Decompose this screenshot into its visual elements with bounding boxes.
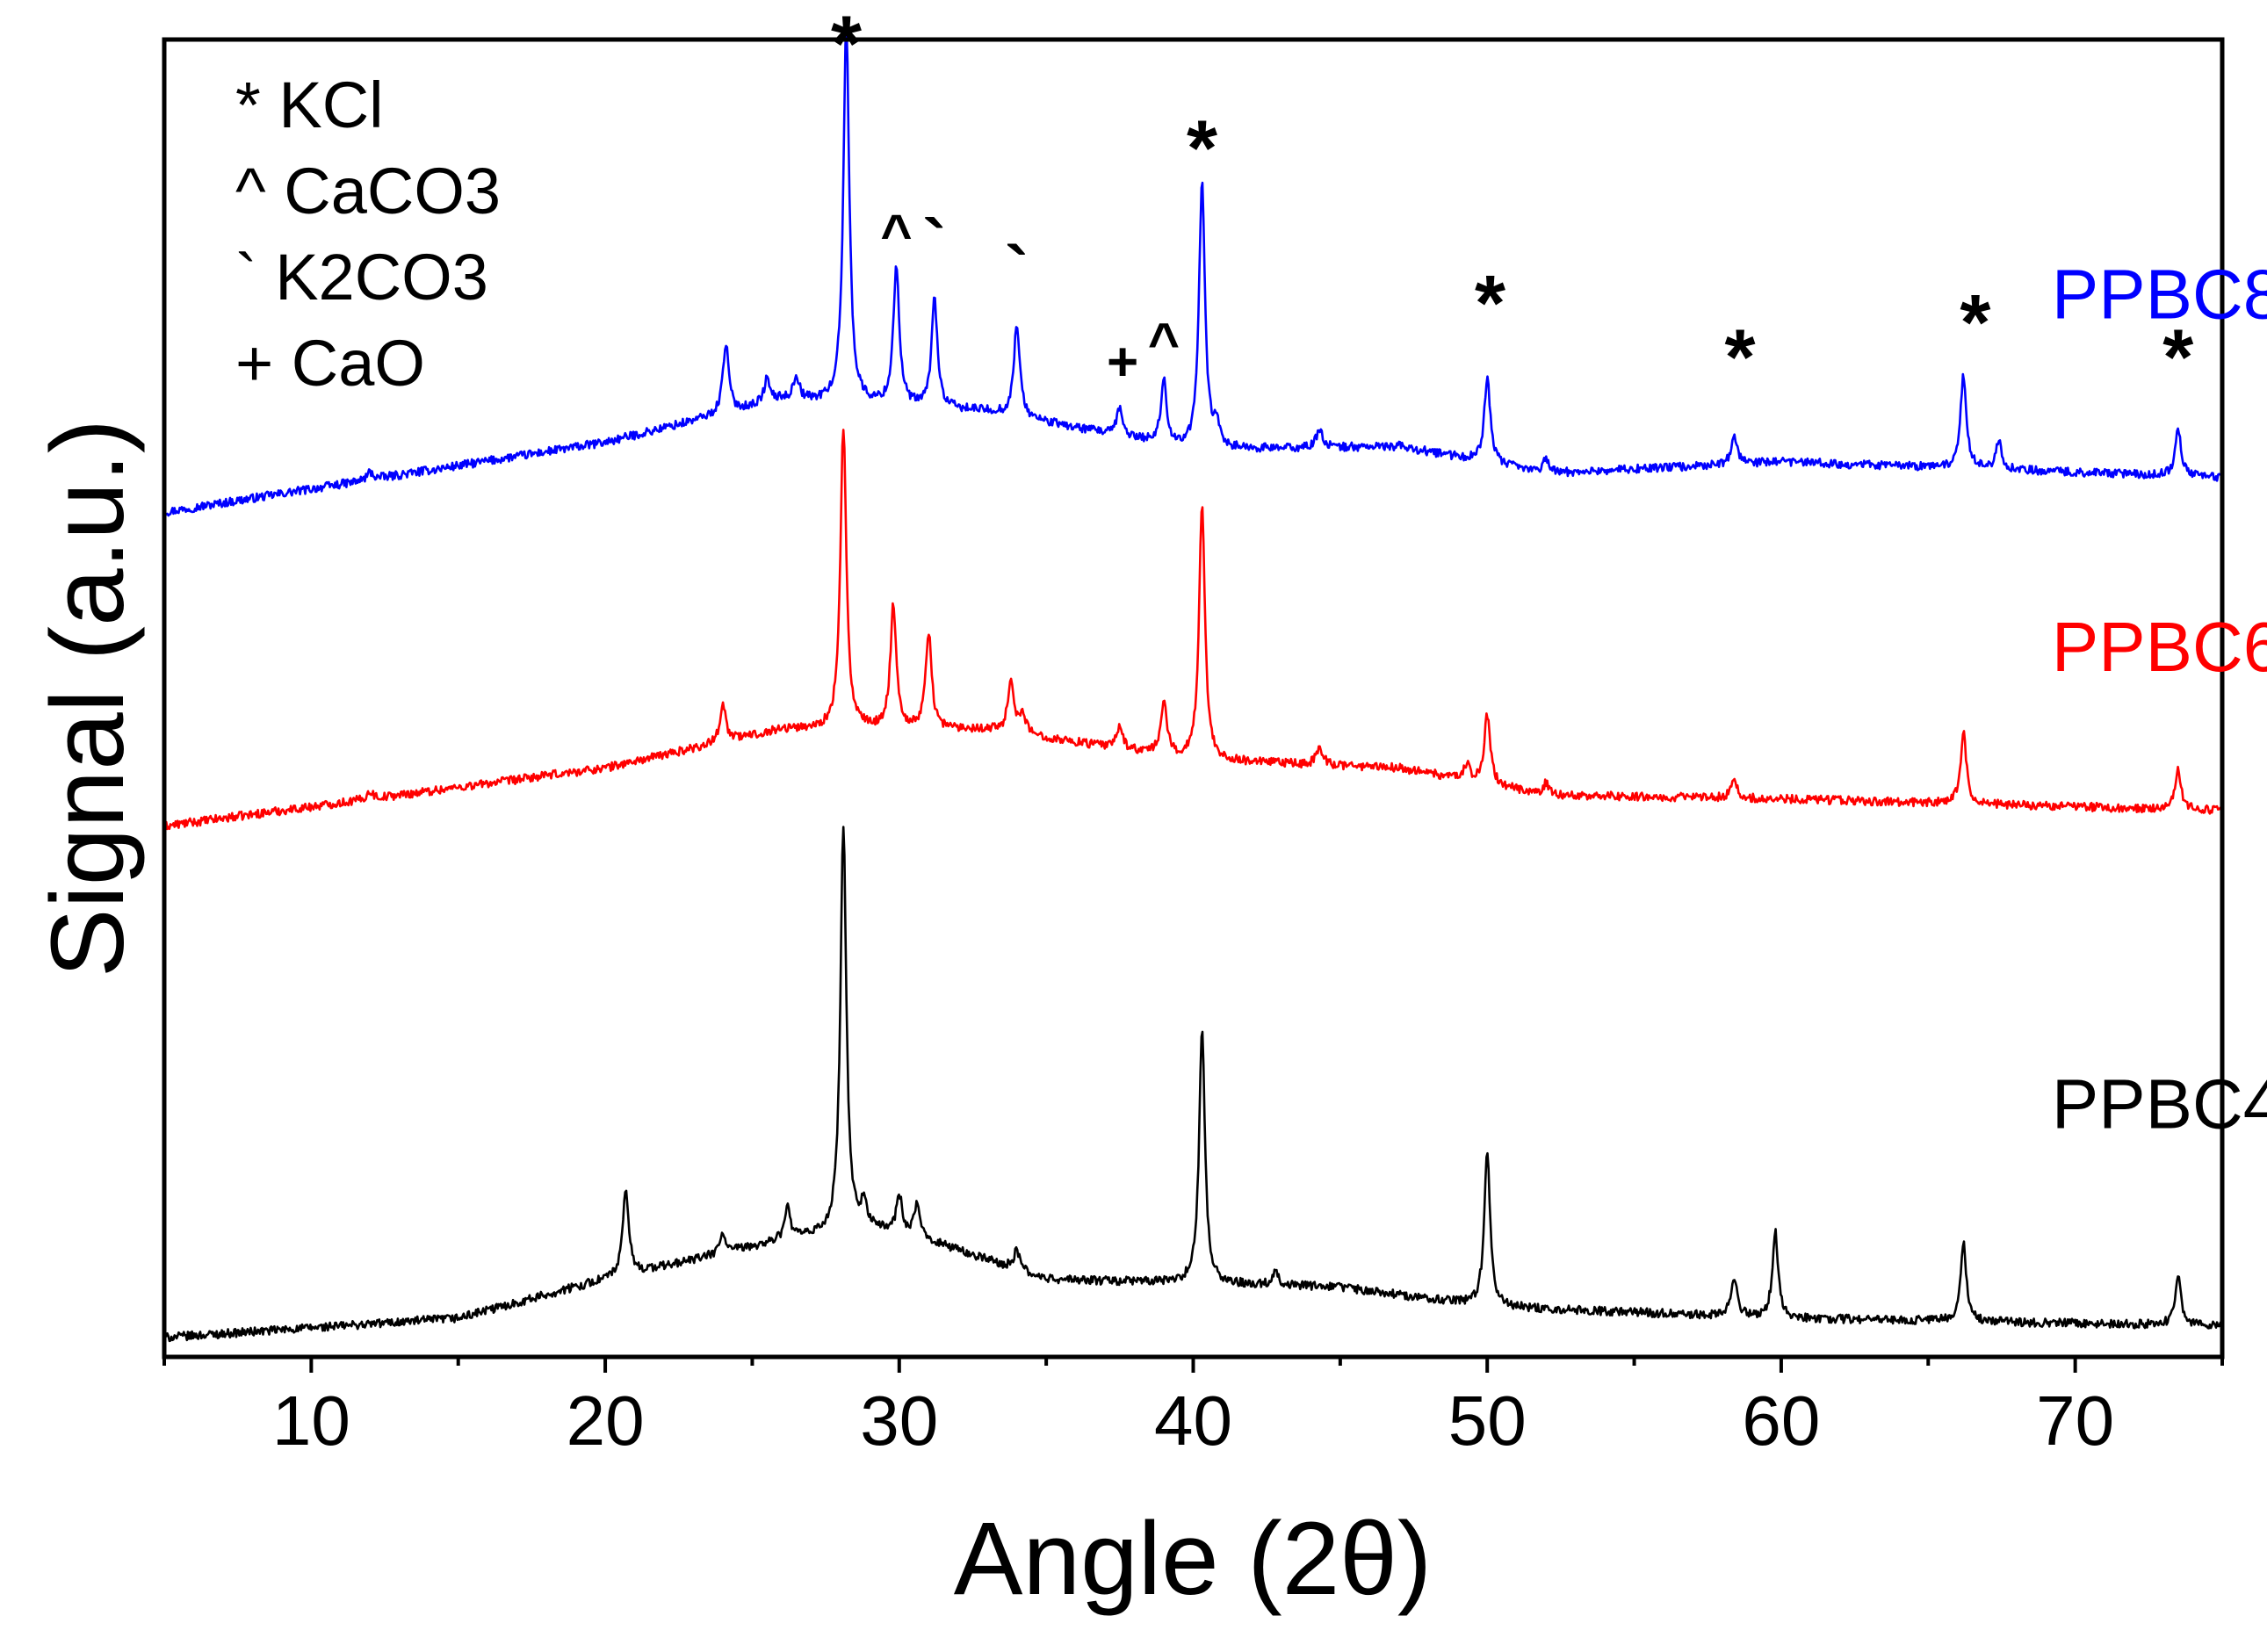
x-tick-label-50: 50	[1448, 1381, 1527, 1460]
kcl-marker-8: *	[1725, 314, 1756, 402]
x-tick-label-70: 70	[2036, 1381, 2114, 1460]
cao-marker-4: +	[1107, 332, 1138, 393]
series-ppbc800-line	[162, 23, 2224, 517]
x-tick-label-30: 30	[860, 1381, 938, 1460]
x-tick-label-20: 20	[567, 1381, 645, 1460]
x-tick-label-10: 10	[272, 1381, 350, 1460]
series-label-ppbc400: PPBC400	[2052, 1065, 2267, 1143]
kcl-marker-0: *	[831, 0, 862, 88]
kcl-marker-10: *	[2162, 314, 2193, 402]
legend-entry-kcl: * KCl	[235, 69, 384, 141]
legend-entry-k2co3: ` K2CO3	[235, 241, 488, 314]
x-tick-label-40: 40	[1154, 1381, 1232, 1460]
k2co3-marker-3: `	[1005, 232, 1029, 310]
x-axis: 10 20 30 40 50 60 70	[162, 1357, 2224, 1460]
k2co3-marker-2: `	[923, 205, 947, 283]
series-ppbc400-line	[162, 826, 2224, 1343]
series-label-ppbc600: PPBC600	[2052, 608, 2267, 686]
kcl-marker-9: *	[1960, 279, 1990, 367]
x-axis-title: Angle (2θ)	[954, 1501, 1432, 1617]
series-ppbc600-line	[162, 429, 2224, 831]
kcl-marker-7: *	[1475, 260, 1505, 348]
x-tick-label-60: 60	[1742, 1381, 1820, 1460]
peak-markers: *^ ` `+ ^*** * *	[831, 0, 2193, 401]
series-layer	[162, 23, 2224, 1343]
legend-entry-cao: + CaO	[235, 327, 425, 400]
legend-entry-caco3: ^ CaCO3	[235, 155, 501, 227]
series-label-ppbc800: PPBC800	[2052, 256, 2267, 334]
y-axis-title: Signal (a.u.)	[30, 419, 146, 977]
series-labels: PPBC800 PPBC600 PPBC400	[2052, 256, 2267, 1143]
legend: * KCl ^ CaCO3 ` K2CO3 + CaO	[235, 69, 501, 400]
kcl-marker-6: *	[1187, 105, 1217, 192]
caco3-marker-5: ^	[1148, 313, 1180, 373]
caco3-marker-1: ^	[880, 205, 912, 265]
